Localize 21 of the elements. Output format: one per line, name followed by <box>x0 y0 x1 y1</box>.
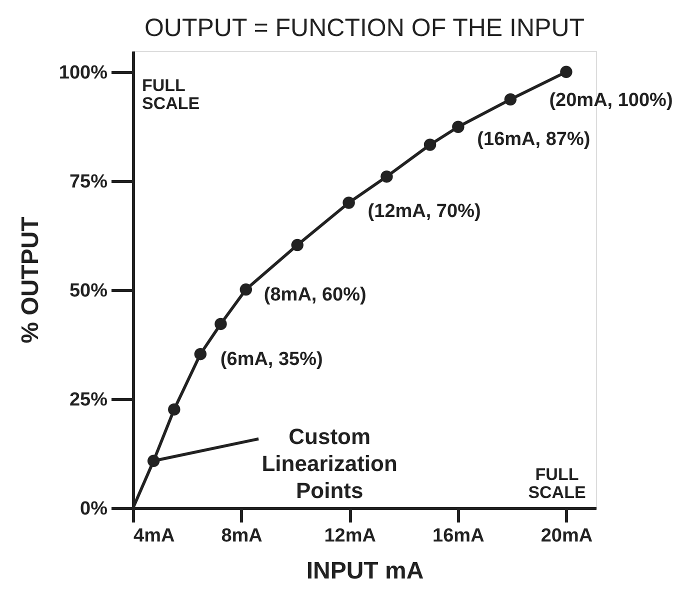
x-tick-label: 4mA <box>134 526 175 546</box>
annotation: Custom Linearization Points <box>262 424 398 503</box>
x-tick-label: 8mA <box>221 526 263 546</box>
chart-title: OUTPUT = FUNCTION OF THE INPUT <box>144 14 585 42</box>
y-tick-label: 50% <box>69 280 108 302</box>
y-tick-label: 25% <box>69 389 108 410</box>
x-tick-label: 12mA <box>324 526 376 546</box>
y-tick-label: 0% <box>80 498 108 520</box>
y-tick-label: 100% <box>58 62 108 84</box>
x-axis-title: INPUT mA <box>306 558 424 584</box>
annotation: (6mA, 35%) <box>220 349 323 370</box>
x-tick-label: 20mA <box>540 526 593 546</box>
annotation: (16mA, 87%) <box>477 128 590 150</box>
x-tick-label: 16mA <box>432 526 485 546</box>
annotation: (20mA, 100%) <box>549 90 673 111</box>
y-axis-title: % OUTPUT <box>16 216 44 344</box>
annotation: FULL SCALE <box>142 76 200 113</box>
annotation: FULL SCALE <box>528 465 586 502</box>
annotation: (12mA, 70%) <box>368 200 481 222</box>
y-tick-label: 75% <box>69 171 108 192</box>
annotation: (8mA, 60%) <box>264 284 366 306</box>
